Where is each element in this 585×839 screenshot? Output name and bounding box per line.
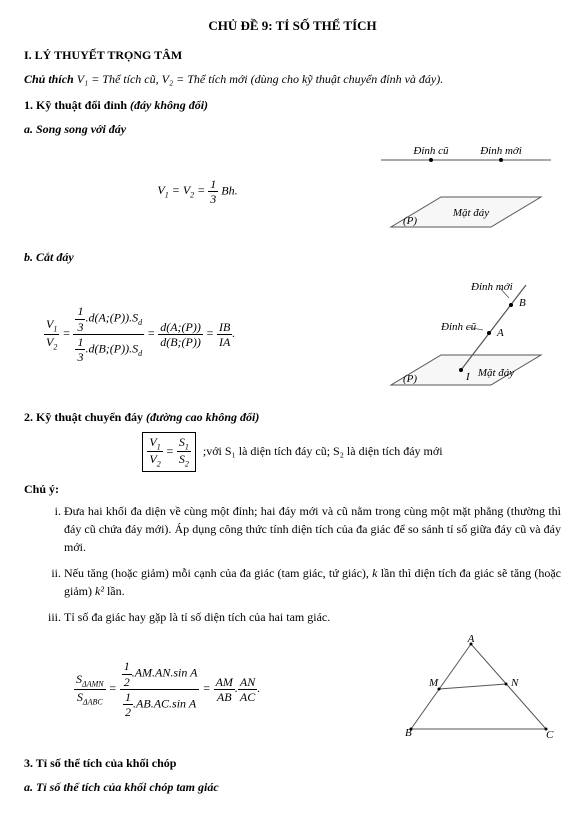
page-title: CHỦ ĐỀ 9: TỈ SỐ THỂ TÍCH (24, 16, 561, 36)
chu-thich-line: Chủ thích V₁ = Thể tích cũ, V₂ = Thể tíc… (24, 70, 561, 88)
chu-thich-body: V₁ = Thể tích cũ, V₂ = Thể tích mới (dùn… (77, 72, 444, 86)
note-ii: Nếu tăng (hoặc giảm) mỗi cạnh của đa giá… (64, 564, 561, 600)
fig2-dinh-cu: Đỉnh cũ (440, 321, 477, 333)
fig2-B: B (519, 297, 526, 309)
fig1-p: (P) (403, 215, 417, 227)
note-iii: Tỉ số đa giác hay gặp là tỉ số diện tích… (64, 608, 561, 626)
fig2-A: A (496, 327, 504, 339)
figure-2: Mặt đáy (P) I A B Đỉnh cũ Đỉnh mới (371, 270, 561, 400)
fig1-dinh-cu: Đỉnh cũ (412, 145, 449, 157)
s2-heading-em: (đường cao không đổi) (146, 410, 259, 424)
row-formula-fig1: V1 = V2 = 13 Bh. Đỉnh cũ Đỉnh mới Mặt đá… (24, 142, 561, 242)
formula-1b: V1 V2 = 13.d(A;(P)).Sd 13.d(B;(P)).Sd = … (24, 304, 371, 365)
s2-heading-text: 2. Kỹ thuật chuyển đáy (24, 410, 146, 424)
row-formula-fig3: SΔAMN SΔABC = 12.AM.AN.sin A 12.AB.AC.si… (24, 634, 561, 744)
note-ii-k2: k² (95, 584, 104, 598)
s1-heading-em: (đáy không đổi) (130, 98, 208, 112)
fig1-dinh-moi: Đỉnh mới (479, 145, 522, 157)
chu-y-heading: Chú ý: (24, 480, 561, 498)
fig2-p: (P) (403, 373, 417, 385)
fig3-M: M (428, 677, 439, 689)
fig3-N: N (510, 677, 519, 689)
s3a-heading: a. Tỉ số thể tích của khối chóp tam giác (24, 778, 561, 796)
row-formula-fig2: V1 V2 = 13.d(A;(P)).Sd 13.d(B;(P)).Sd = … (24, 270, 561, 400)
s1-heading-text: 1. Kỹ thuật đổi đỉnh (24, 98, 130, 112)
notes-list: Đưa hai khối đa diện về cùng một đỉnh; h… (24, 502, 561, 626)
formula-1a: V1 = V2 = 13 Bh. (24, 177, 371, 207)
note-i: Đưa hai khối đa diện về cùng một đỉnh; h… (64, 502, 561, 556)
fig2-dinh-moi: Đỉnh mới (470, 281, 513, 293)
formula-2: V1 V2 = S1 S2 ;với S₁ là diện tích đáy c… (24, 432, 561, 473)
s1b-heading: b. Cắt đáy (24, 248, 561, 266)
formula-2-after: ;với S₁ là diện tích đáy cũ; S₂ là diện … (203, 444, 443, 458)
note-ii-c: lần. (104, 584, 125, 598)
fig3-B: B (405, 727, 412, 739)
fig3-C: C (546, 729, 554, 741)
fig3-A: A (467, 634, 475, 645)
fig2-mat-day: Mặt đáy (477, 367, 514, 379)
figure-3: A B C M N (391, 634, 561, 744)
s1-heading: 1. Kỹ thuật đổi đỉnh (đáy không đổi) (24, 96, 561, 114)
s2-heading: 2. Kỹ thuật chuyển đáy (đường cao không … (24, 408, 561, 426)
figure-1: Đỉnh cũ Đỉnh mới Mặt đáy (P) (371, 142, 561, 242)
chu-thich-label: Chủ thích (24, 72, 77, 86)
s1a-heading: a. Song song với đáy (24, 120, 561, 138)
s3-heading: 3. Tỉ số thể tích của khối chóp (24, 754, 561, 772)
note-ii-a: Nếu tăng (hoặc giảm) mỗi cạnh của đa giá… (64, 566, 372, 580)
formula-3: SΔAMN SΔABC = 12.AM.AN.sin A 12.AB.AC.si… (24, 659, 391, 720)
fig1-mat-day: Mặt đáy (452, 207, 489, 219)
section-1-heading: I. LÝ THUYẾT TRỌNG TÂM (24, 46, 561, 64)
